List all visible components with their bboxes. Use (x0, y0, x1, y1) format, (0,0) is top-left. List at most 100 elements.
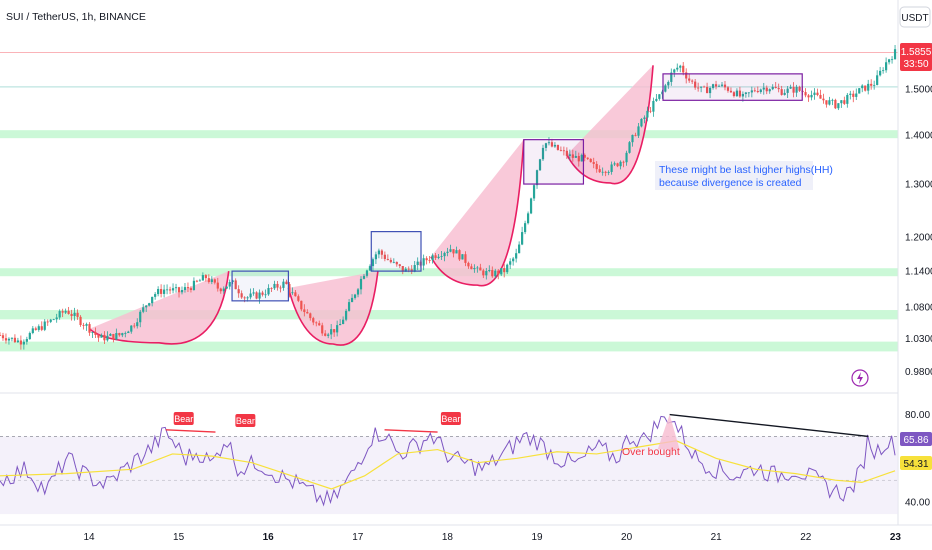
drawing-shapes (88, 65, 654, 346)
candle-body (783, 92, 786, 95)
lightning-icon[interactable] (851, 369, 869, 387)
candle-body (753, 90, 756, 92)
candle-body (873, 84, 876, 86)
candle-body (685, 72, 688, 79)
rsi-axis[interactable]: 40.00 80.00 (905, 410, 930, 509)
candle-body (884, 62, 888, 71)
candle-body (85, 324, 88, 326)
candle-body (840, 100, 843, 104)
candle-body (386, 258, 389, 260)
candle-body (359, 278, 363, 290)
candle-body (25, 339, 28, 342)
candle-body (204, 275, 207, 279)
candle-body (858, 88, 861, 94)
candle-body (112, 334, 115, 340)
candle-body (37, 326, 40, 330)
time-axis[interactable]: 14 15 16 17 18 19 20 21 22 23 (83, 532, 901, 543)
candle-body (682, 65, 685, 73)
candle-body (234, 280, 237, 290)
candle-body (210, 279, 213, 283)
candle-body (583, 154, 586, 158)
candle-body (577, 155, 580, 162)
horizontal-price-lines (0, 52, 898, 88)
candle-body (28, 333, 31, 340)
candle-body (303, 309, 306, 313)
candle-body (535, 170, 539, 186)
candle-body (661, 91, 664, 95)
candles (0, 44, 897, 350)
candle-body (640, 118, 643, 127)
candle-body (162, 289, 166, 294)
candle-body (422, 258, 425, 266)
bear-label: Bear (174, 414, 193, 424)
candle-body (813, 92, 816, 95)
divergence-line (669, 413, 869, 438)
candle-body (523, 223, 527, 233)
candle-body (7, 338, 11, 341)
candle-body (407, 268, 410, 270)
candle-body (401, 266, 404, 272)
candle-body (852, 93, 855, 97)
candle-body (282, 281, 285, 288)
candle-body (124, 333, 127, 334)
candle-body (553, 144, 557, 147)
candle-body (461, 254, 464, 260)
candle-body (458, 250, 461, 260)
candle-body (756, 91, 759, 93)
bear-label-bg (440, 412, 461, 425)
candle-body (592, 162, 595, 164)
candle-body (529, 198, 533, 214)
candle-body (637, 126, 640, 136)
candle-body (139, 311, 142, 323)
candle-body (887, 59, 891, 63)
candle-body (625, 152, 628, 163)
candle-body (503, 268, 506, 273)
candle-body (819, 95, 822, 99)
bar-countdown: 33:50 (903, 59, 928, 70)
candle-body (732, 92, 736, 97)
candle-body (804, 92, 807, 96)
candle-body (10, 337, 14, 339)
candle-body (828, 100, 831, 105)
candle-body (109, 334, 112, 336)
candle-body (547, 142, 551, 144)
candle-body (118, 333, 121, 336)
candle-body (189, 288, 193, 290)
candle-body (443, 252, 446, 257)
rsi-ma-value: 54.31 (903, 459, 928, 470)
candle-body (198, 280, 201, 282)
candle-body (574, 155, 577, 158)
candle-body (70, 313, 73, 316)
candle-body (225, 286, 228, 289)
rsi-tick-label: 40.00 (905, 498, 930, 509)
candle-body (309, 313, 312, 319)
candle-body (273, 283, 276, 289)
candle-body (580, 154, 583, 162)
price-tick-label: 1.4000 (905, 130, 932, 141)
candle-body (720, 84, 724, 86)
cup-arc (430, 139, 525, 287)
candle-body (180, 290, 184, 293)
candle-body (822, 98, 825, 101)
rsi-pane: Bear Bear Bear Over bought (0, 412, 898, 515)
candle-body (500, 268, 503, 275)
candle-body (494, 270, 497, 277)
candle-body (777, 88, 780, 90)
candle-body (342, 319, 345, 324)
candle-body (318, 323, 321, 326)
cup-fill (430, 139, 524, 286)
divergence-note: These might be last higher highs(HH) bec… (655, 161, 833, 190)
candle-body (586, 157, 589, 159)
candle-body (541, 147, 545, 160)
rsi-tick-label: 80.00 (905, 410, 930, 421)
candle-body (255, 292, 258, 299)
candle-body (509, 261, 512, 265)
candle-body (449, 249, 452, 252)
candle-body (154, 294, 157, 297)
candle-body (849, 93, 852, 95)
candle-body (846, 94, 849, 104)
candle-body (330, 329, 333, 335)
candle-body (183, 287, 187, 291)
candle-body (825, 100, 828, 105)
currency-button[interactable]: USDT (899, 6, 931, 28)
